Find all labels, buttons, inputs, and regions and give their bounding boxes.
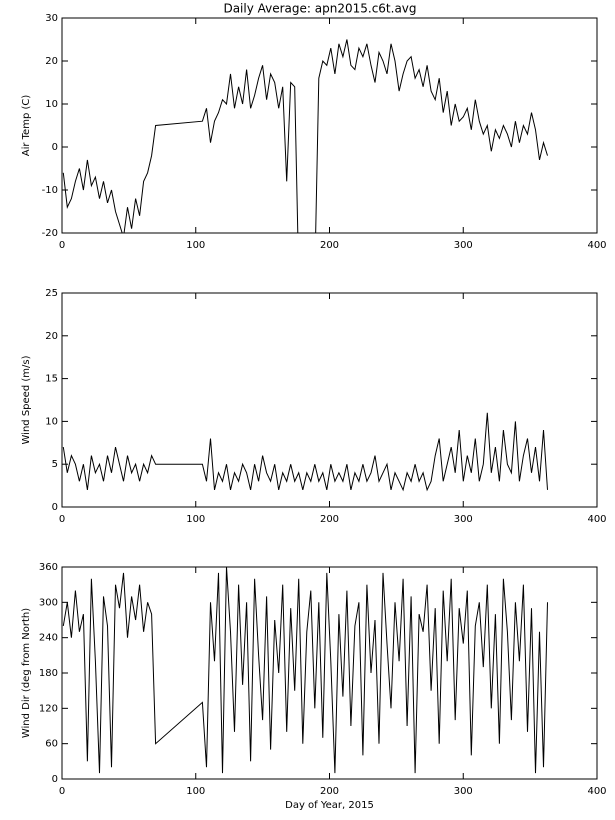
y-tick-label: 10 <box>45 416 58 427</box>
y-tick-label: 5 <box>52 459 58 470</box>
y-tick-label: 120 <box>39 703 58 714</box>
x-tick-label: 300 <box>454 240 473 251</box>
data-line <box>62 39 548 233</box>
y-tick-label: 60 <box>45 739 58 750</box>
y-tick-label: 20 <box>45 331 58 342</box>
y-tick-label: 15 <box>45 374 58 385</box>
y-axis-label: Air Temp (C) <box>21 95 32 157</box>
y-tick-label: 240 <box>39 633 58 644</box>
x-tick-label: 300 <box>454 786 473 797</box>
plot-frame <box>61 17 598 234</box>
x-tick-label: 0 <box>59 514 65 525</box>
y-tick-label: 25 <box>45 288 58 299</box>
y-tick-label: 10 <box>45 99 58 110</box>
x-axis-label: Day of Year, 2015 <box>285 800 374 811</box>
y-tick-label: 0 <box>52 502 58 513</box>
plot-frame <box>61 566 598 780</box>
y-tick-label: 300 <box>39 597 58 608</box>
x-tick-label: 100 <box>186 514 205 525</box>
data-line <box>62 412 548 492</box>
y-tick-label: 0 <box>52 774 58 785</box>
x-tick-label: 400 <box>587 240 606 251</box>
y-tick-label: 20 <box>45 56 58 67</box>
x-tick-label: 400 <box>587 514 606 525</box>
y-axis-label: Wind Speed (m/s) <box>21 355 32 444</box>
x-tick-label: 200 <box>320 240 339 251</box>
data-line <box>62 567 548 774</box>
x-tick-label: 200 <box>320 514 339 525</box>
y-tick-label: 360 <box>39 562 58 573</box>
y-tick-label: -20 <box>42 228 58 239</box>
x-tick-label: 100 <box>186 786 205 797</box>
y-tick-label: 0 <box>52 142 58 153</box>
x-tick-label: 300 <box>454 514 473 525</box>
x-tick-label: 200 <box>320 786 339 797</box>
x-tick-label: 100 <box>186 240 205 251</box>
figure-title: Daily Average: apn2015.c6t.avg <box>223 2 416 16</box>
y-axis-label: Wind Dir (deg from North) <box>21 608 32 738</box>
y-tick-label: -10 <box>42 185 58 196</box>
x-tick-label: 0 <box>59 786 65 797</box>
y-tick-label: 30 <box>45 13 58 24</box>
x-tick-label: 400 <box>587 786 606 797</box>
x-tick-label: 0 <box>59 240 65 251</box>
y-tick-label: 180 <box>39 668 58 679</box>
